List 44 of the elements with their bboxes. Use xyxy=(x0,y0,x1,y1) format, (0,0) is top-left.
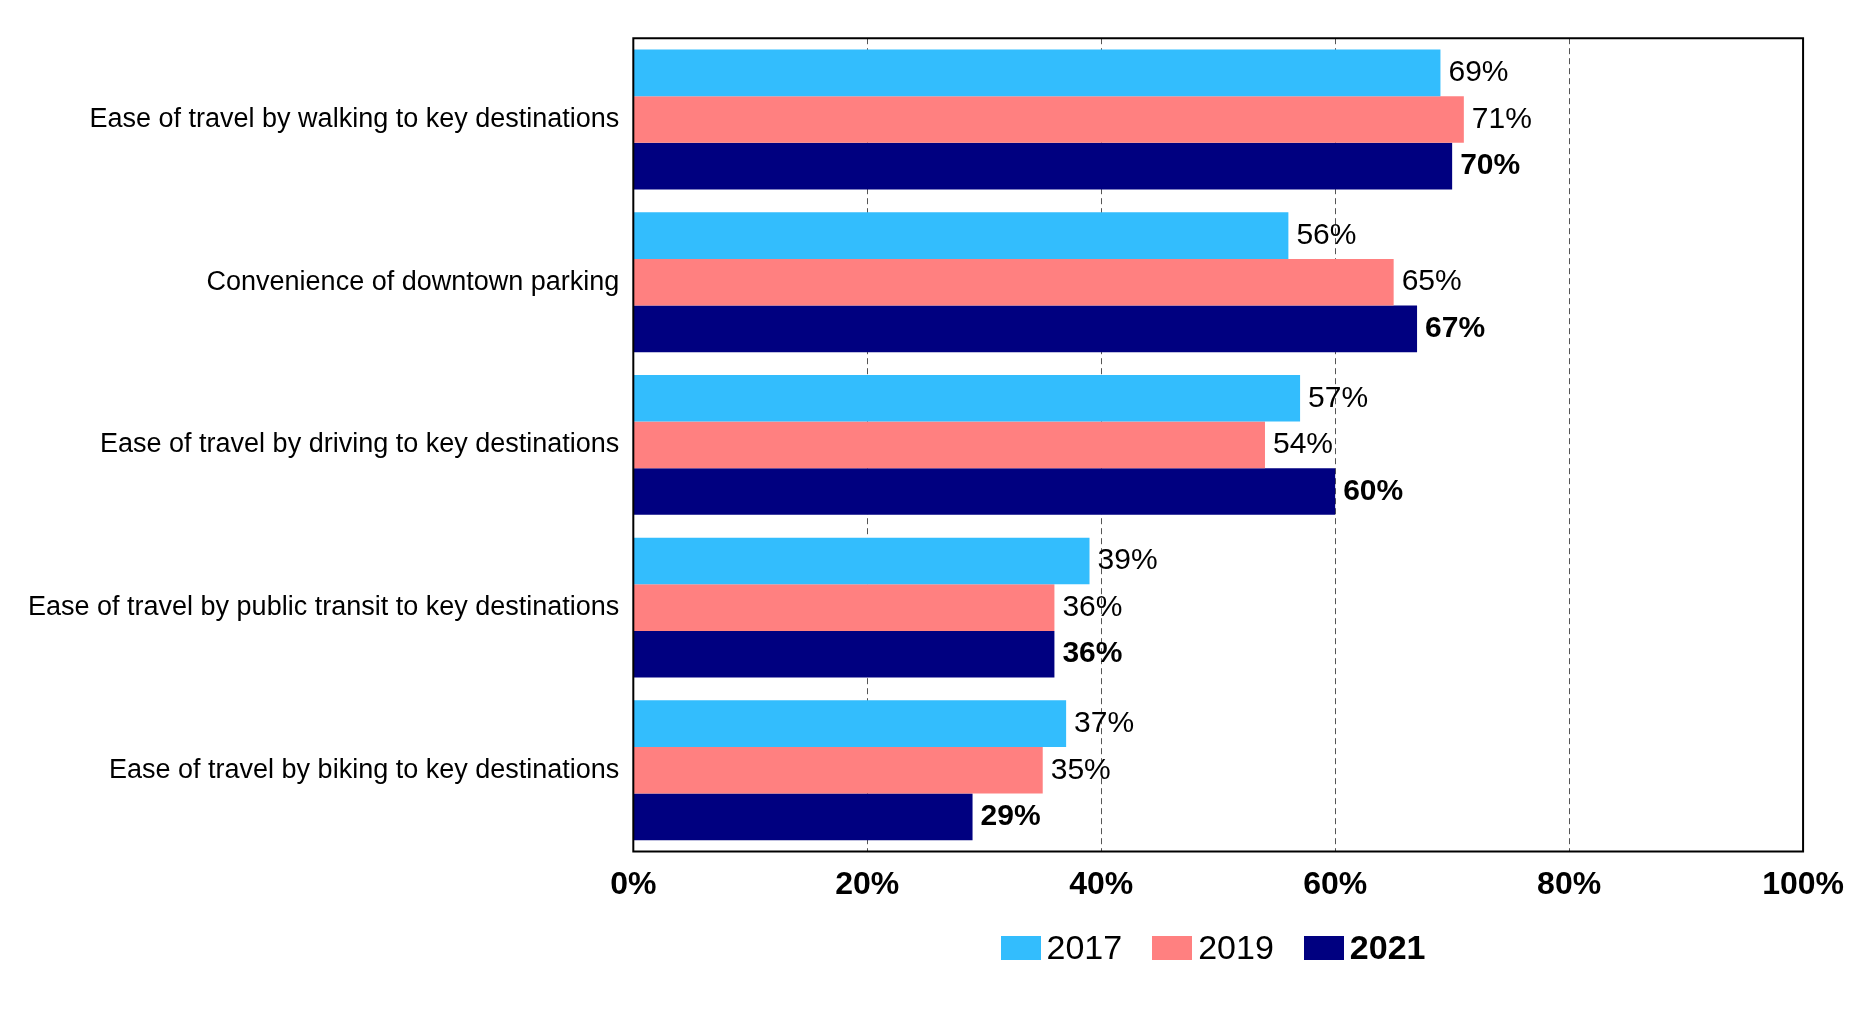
bar xyxy=(633,212,1289,259)
bar xyxy=(633,700,1067,747)
legend-label: 2017 xyxy=(1046,928,1123,967)
x-tick-label: 20% xyxy=(835,864,900,901)
x-tick-label: 40% xyxy=(1069,864,1134,901)
bar xyxy=(633,584,1055,631)
data-label: 69% xyxy=(1448,54,1509,88)
y-tick-label: Convenience of downtown parking xyxy=(206,265,620,296)
bar xyxy=(633,142,1453,190)
data-label: 60% xyxy=(1343,472,1404,506)
x-tick-label: 0% xyxy=(610,864,657,901)
legend-label: 2019 xyxy=(1198,928,1274,967)
data-label: 39% xyxy=(1097,542,1158,576)
data-label: 71% xyxy=(1471,100,1532,134)
bar xyxy=(633,421,1265,469)
data-label: 65% xyxy=(1401,263,1462,297)
bar xyxy=(633,305,1418,353)
data-label: 29% xyxy=(980,798,1041,832)
bar xyxy=(633,793,973,841)
data-label: 57% xyxy=(1308,379,1369,413)
x-tick-label: 80% xyxy=(1537,864,1602,901)
y-tick-label: Ease of travel by walking to key destinations xyxy=(89,102,620,133)
bar xyxy=(633,49,1441,97)
bar xyxy=(633,96,1464,143)
bar xyxy=(633,374,1301,422)
bar xyxy=(633,746,1043,794)
data-label: 36% xyxy=(1062,635,1123,669)
data-label: 35% xyxy=(1050,751,1111,785)
y-tick-label: Ease of travel by biking to key destinations xyxy=(109,753,620,784)
data-label: 56% xyxy=(1296,216,1357,250)
y-tick-label: Ease of travel by public transit to key destinations xyxy=(28,591,620,622)
data-label: 37% xyxy=(1074,704,1135,738)
y-tick-label: Ease of travel by driving to key destinations xyxy=(100,428,620,459)
bar xyxy=(633,630,1055,678)
x-tick-label: 100% xyxy=(1762,864,1844,901)
bar xyxy=(633,537,1090,585)
data-label: 70% xyxy=(1460,147,1521,181)
data-label: 36% xyxy=(1062,588,1123,622)
data-label: 67% xyxy=(1425,310,1486,344)
bar xyxy=(633,468,1336,515)
x-tick-label: 60% xyxy=(1303,864,1368,901)
bar xyxy=(633,258,1394,306)
data-label: 54% xyxy=(1272,426,1334,460)
legend-label: 2021 xyxy=(1349,928,1426,967)
